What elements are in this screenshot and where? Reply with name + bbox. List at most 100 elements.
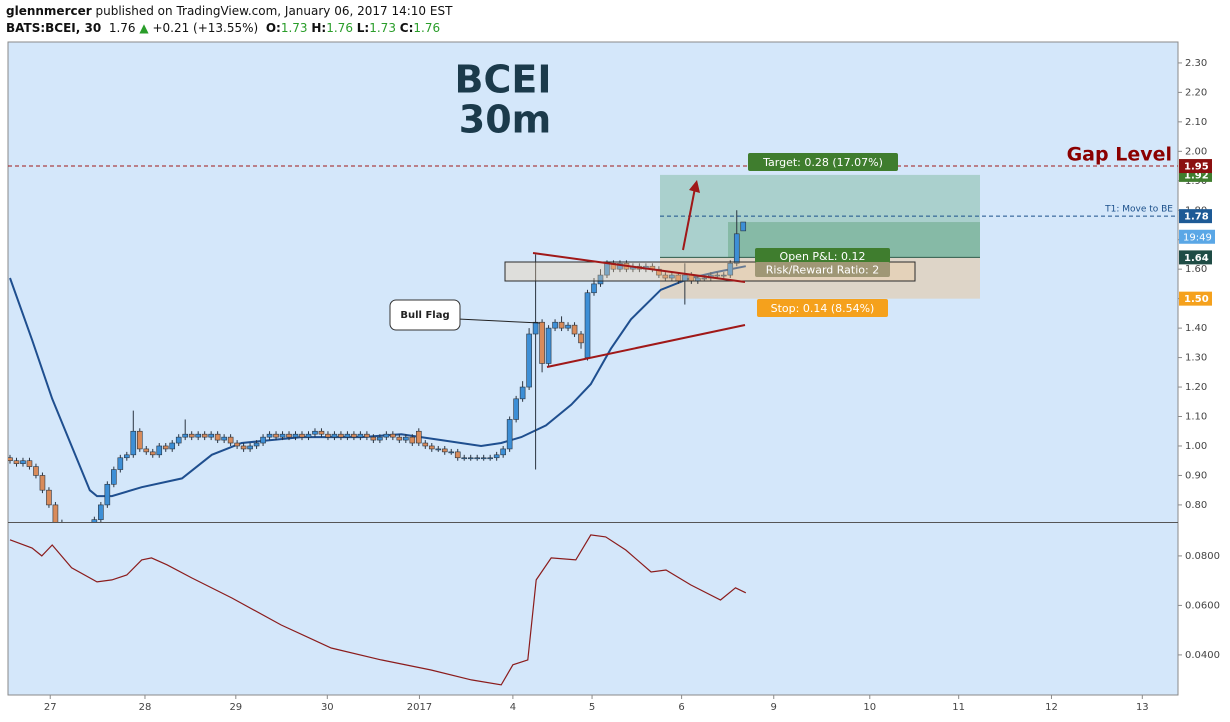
y-tick-label: 1.60 — [1185, 264, 1207, 275]
y-tick-label: 0.90 — [1185, 470, 1207, 481]
frame — [7, 41, 1179, 696]
x-tick-label: 4 — [510, 702, 516, 713]
published: published on TradingView.com, January 06… — [95, 4, 453, 18]
t1-tag — [1179, 209, 1212, 224]
x-tick-label: 12 — [1045, 702, 1058, 713]
target-tag-label: 1.92 — [1184, 170, 1209, 181]
change: +0.21 (+13.55%) — [152, 21, 259, 35]
y-tick-label: 2.30 — [1185, 58, 1207, 69]
y-tick-label: 1.00 — [1185, 441, 1207, 452]
candle-body — [156, 445, 163, 456]
chart-title: BCEI — [455, 58, 552, 102]
candle-body — [312, 430, 318, 435]
candle-body — [415, 430, 422, 444]
candle-body — [318, 430, 325, 435]
main-pane — [8, 42, 1178, 522]
candle-body — [162, 445, 169, 450]
candle-body — [104, 483, 111, 506]
gap-tag — [1179, 159, 1212, 174]
time-tag — [1179, 229, 1215, 244]
candle-body — [565, 324, 571, 329]
x-tick-label: 2017 — [407, 702, 432, 713]
candle-body — [403, 436, 409, 441]
t1-label: T1: Move to BE — [1104, 205, 1173, 215]
y-tick-label: 0.0800 — [1185, 551, 1220, 562]
candle-body — [52, 504, 59, 522]
x-tick-label: 11 — [952, 702, 965, 713]
candle-body — [390, 433, 396, 438]
candle-body — [591, 283, 597, 294]
y-tick-label: 2.10 — [1185, 117, 1207, 128]
candle-body — [662, 274, 669, 279]
entry-tag-label: 1.64 — [1184, 253, 1209, 264]
x-tick-label: 29 — [229, 702, 242, 713]
x-tick-label: 28 — [139, 702, 152, 713]
candle-body — [357, 433, 364, 438]
flag-lower-line — [546, 324, 746, 368]
candle-body — [286, 433, 292, 438]
x-tick-label: 13 — [1136, 702, 1149, 713]
x-tick-label: 27 — [44, 702, 57, 713]
pnl-label-box — [755, 248, 890, 264]
time-tag-label: 19:49 — [1183, 232, 1212, 243]
candle-body — [195, 433, 201, 438]
candle-body — [351, 433, 357, 438]
candle-body — [117, 457, 124, 470]
x-tick-label: 30 — [321, 702, 334, 713]
candle-body — [130, 430, 137, 456]
candle-body — [571, 324, 578, 335]
candle-body — [714, 274, 721, 277]
candle-body — [500, 448, 506, 456]
candle-body — [240, 445, 247, 450]
candle-body — [669, 274, 675, 279]
candle-body — [253, 442, 260, 447]
candle-body — [487, 457, 493, 460]
candle-body — [733, 233, 740, 264]
arrow: ▲ — [139, 21, 149, 35]
lower-pane — [8, 523, 1178, 695]
candle-body — [435, 448, 442, 451]
candle-body — [396, 436, 403, 441]
callout-box — [389, 299, 461, 331]
y-tick-label: 1.30 — [1185, 353, 1207, 364]
candle-body — [26, 460, 33, 467]
gap-tag-label: 1.95 — [1184, 162, 1209, 173]
candle-body — [169, 442, 176, 450]
x-tick-label: 6 — [678, 702, 684, 713]
candle-body — [448, 451, 455, 454]
x-tick-label: 10 — [863, 702, 876, 713]
l-label: L: — [356, 21, 370, 35]
candle-body — [461, 457, 468, 460]
x-tick-label: 5 — [589, 702, 595, 713]
y-tick-label: 2.00 — [1185, 146, 1207, 157]
indicator-line — [9, 534, 747, 686]
y-tick-label: 1.20 — [1185, 382, 1207, 393]
candle-body — [370, 436, 377, 441]
candle-body — [558, 321, 565, 329]
candle-body — [299, 433, 305, 438]
x-tick-label: 9 — [771, 702, 777, 713]
stop-label-box — [757, 299, 888, 317]
author[interactable]: glennmercer — [6, 4, 92, 18]
candle-body — [578, 333, 584, 344]
candle-body — [740, 221, 747, 232]
candle-body — [234, 442, 240, 447]
candle-body — [175, 436, 182, 444]
y-tick-label: 1.10 — [1185, 412, 1207, 423]
candle-body — [474, 457, 481, 460]
candle-body — [46, 489, 52, 506]
last: 1.76 — [108, 21, 136, 35]
header-line-2: BATS:BCEI, 30 1.76 ▲ +0.21 (+13.55%) O:1… — [6, 20, 452, 37]
candle-body — [305, 433, 312, 438]
candle-body — [422, 442, 429, 447]
candle-body — [221, 436, 227, 441]
candle-body — [20, 460, 26, 464]
candle-body — [124, 454, 130, 459]
candle-body — [208, 433, 214, 438]
candle-body — [656, 268, 662, 276]
symbol: BATS:BCEI, 30 — [6, 21, 102, 35]
candle-body — [279, 433, 286, 438]
